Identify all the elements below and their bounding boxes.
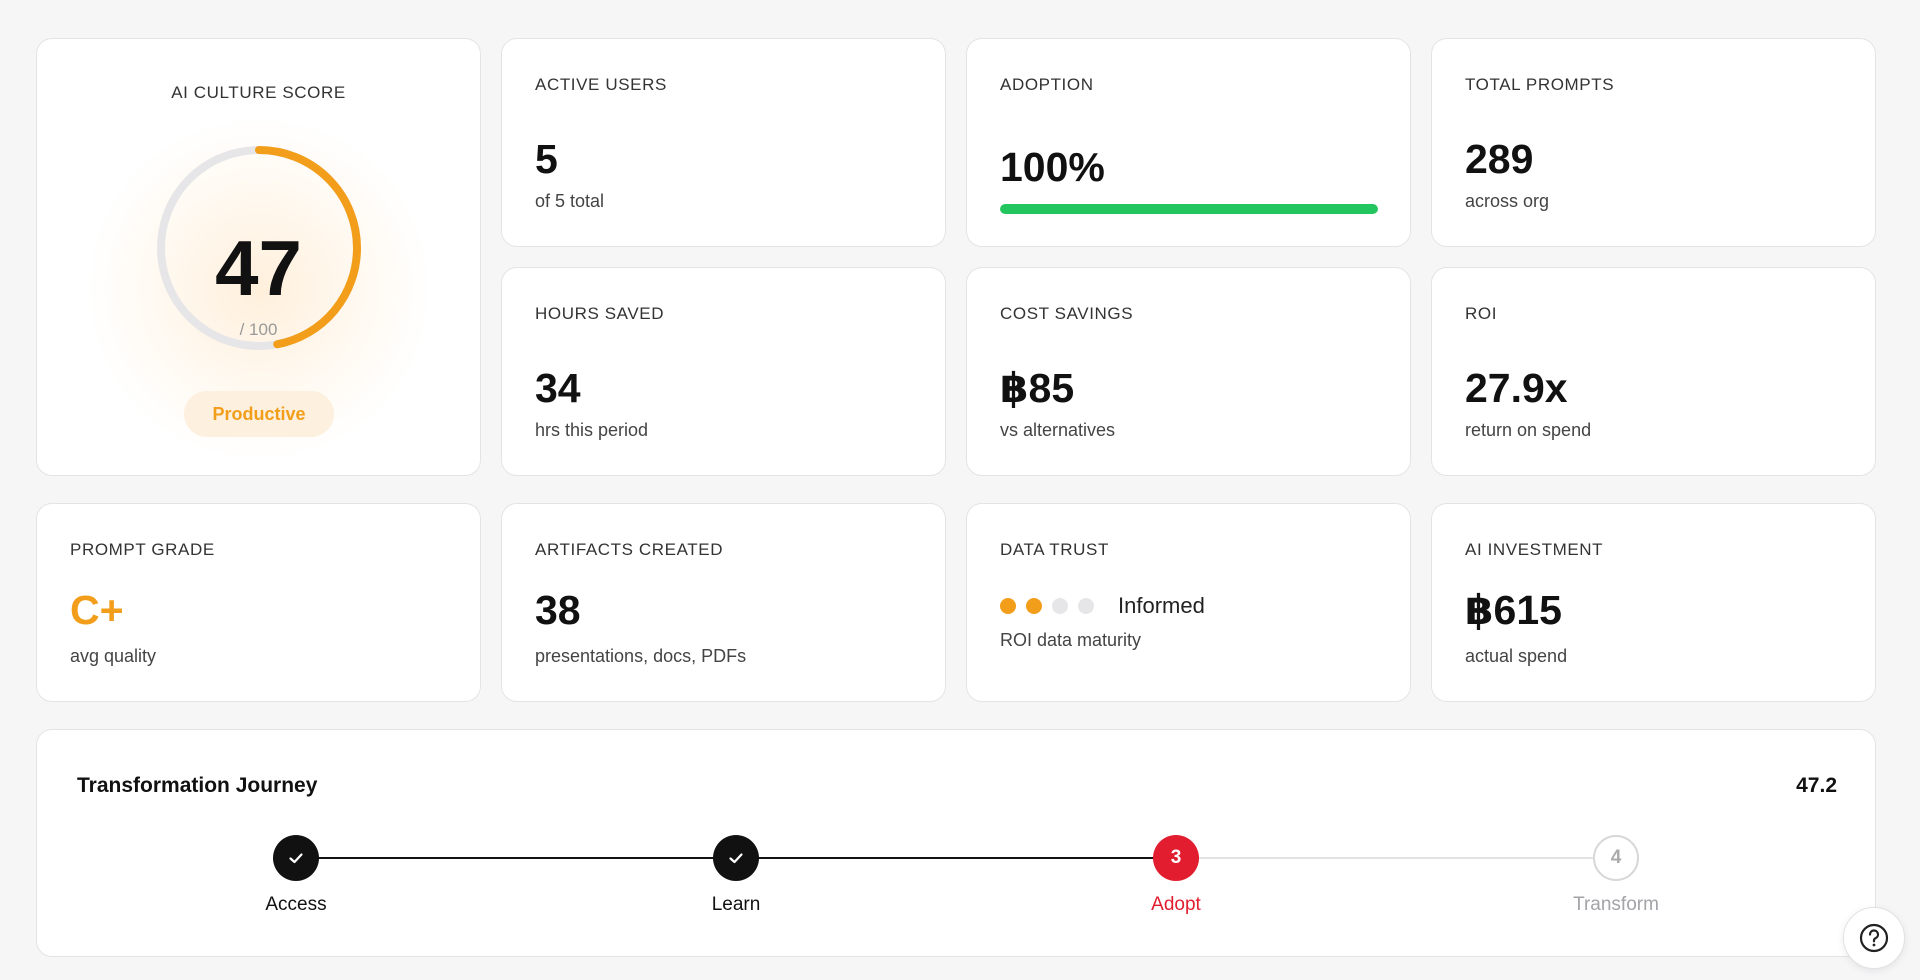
active-users-label: ACTIVE USERS: [535, 75, 667, 94]
ai-investment-card: AI INVESTMENT ฿615 actual spend: [1431, 503, 1876, 702]
check-icon: [729, 853, 743, 864]
prompt-grade-card: PROMPT GRADE C+ avg quality: [36, 503, 481, 702]
artifacts-label: ARTIFACTS CREATED: [535, 540, 724, 559]
journey-score: 47.2: [1796, 774, 1837, 797]
journey-title: Transformation Journey: [77, 774, 318, 797]
journey-step-access[interactable]: [273, 835, 319, 881]
journey-step-adopt[interactable]: 3: [1153, 835, 1199, 881]
trust-dot: [1052, 598, 1068, 614]
trust-dot: [1078, 598, 1094, 614]
artifacts-sub: presentations, docs, PDFs: [535, 646, 747, 666]
journey-step-label: Access: [265, 894, 327, 915]
adoption-label: ADOPTION: [1000, 75, 1094, 94]
cost-savings-value: ฿85: [1000, 365, 1075, 411]
data-trust-level: Informed: [1118, 593, 1205, 618]
total-prompts-card: TOTAL PROMPTS 289 across org: [1431, 38, 1876, 247]
cost-savings-sub: vs alternatives: [1000, 420, 1116, 440]
score-label: AI CULTURE SCORE: [171, 83, 346, 102]
cost-savings-card: COST SAVINGS ฿85 vs alternatives: [966, 267, 1411, 476]
score-max: / 100: [239, 320, 278, 339]
total-prompts-value: 289: [1465, 136, 1534, 182]
help-button[interactable]: [1843, 907, 1905, 969]
adoption-card: ADOPTION 100%: [966, 38, 1411, 247]
hours-saved-card: HOURS SAVED 34 hrs this period: [501, 267, 946, 476]
journey-connector: [1176, 857, 1616, 859]
artifacts-card: ARTIFACTS CREATED 38 presentations, docs…: [501, 503, 946, 702]
roi-label: ROI: [1465, 304, 1498, 323]
prompt-grade-sub: avg quality: [70, 646, 157, 666]
adoption-progress-bar: [1000, 204, 1378, 214]
journey-step-learn[interactable]: [713, 835, 759, 881]
journey-step-transform[interactable]: 4: [1593, 835, 1639, 881]
roi-card: ROI 27.9x return on spend: [1431, 267, 1876, 476]
trust-dot: [1000, 598, 1016, 614]
roi-sub: return on spend: [1465, 420, 1592, 440]
active-users-card: ACTIVE USERS 5 of 5 total: [501, 38, 946, 247]
ai-investment-sub: actual spend: [1465, 646, 1568, 666]
data-trust-sub: ROI data maturity: [1000, 630, 1142, 650]
adoption-value: 100%: [1000, 144, 1105, 190]
question-circle-icon: [1859, 923, 1889, 953]
journey-connector: [296, 857, 736, 859]
roi-value: 27.9x: [1465, 365, 1568, 411]
adoption-progress-fill: [1000, 204, 1378, 214]
cost-savings-label: COST SAVINGS: [1000, 304, 1134, 323]
data-trust-label: DATA TRUST: [1000, 540, 1109, 559]
score-status-badge: Productive: [184, 391, 334, 437]
score-value: 47: [215, 224, 302, 312]
data-trust-meter: Informed: [1000, 593, 1205, 619]
ai-investment-value: ฿615: [1465, 587, 1562, 633]
journey-step-label: Adopt: [1151, 894, 1201, 915]
ai-investment-label: AI INVESTMENT: [1465, 540, 1604, 559]
journey-step-label: Transform: [1573, 894, 1659, 915]
hours-saved-value: 34: [535, 365, 581, 411]
total-prompts-sub: across org: [1465, 191, 1550, 211]
total-prompts-label: TOTAL PROMPTS: [1465, 75, 1615, 94]
check-icon: [289, 853, 303, 864]
transformation-journey-card: Transformation Journey 47.2 Access Learn 3…: [36, 729, 1876, 957]
gauge-arc: [157, 146, 361, 350]
journey-step-label: Learn: [711, 894, 761, 915]
active-users-value: 5: [535, 136, 558, 182]
trust-dots: [1000, 598, 1104, 614]
artifacts-value: 38: [535, 587, 581, 633]
ai-culture-score-card: AI CULTURE SCORE 47 / 100 Productive: [36, 38, 481, 476]
hours-saved-label: HOURS SAVED: [535, 304, 665, 323]
score-gauge: [157, 146, 361, 350]
active-users-sub: of 5 total: [535, 191, 605, 211]
trust-dot: [1026, 598, 1042, 614]
prompt-grade-label: PROMPT GRADE: [70, 540, 215, 559]
prompt-grade-value: C+: [70, 587, 124, 633]
data-trust-card: DATA TRUST Informed ROI data maturity: [966, 503, 1411, 702]
hours-saved-sub: hrs this period: [535, 420, 649, 440]
journey-connector: [736, 857, 1176, 859]
